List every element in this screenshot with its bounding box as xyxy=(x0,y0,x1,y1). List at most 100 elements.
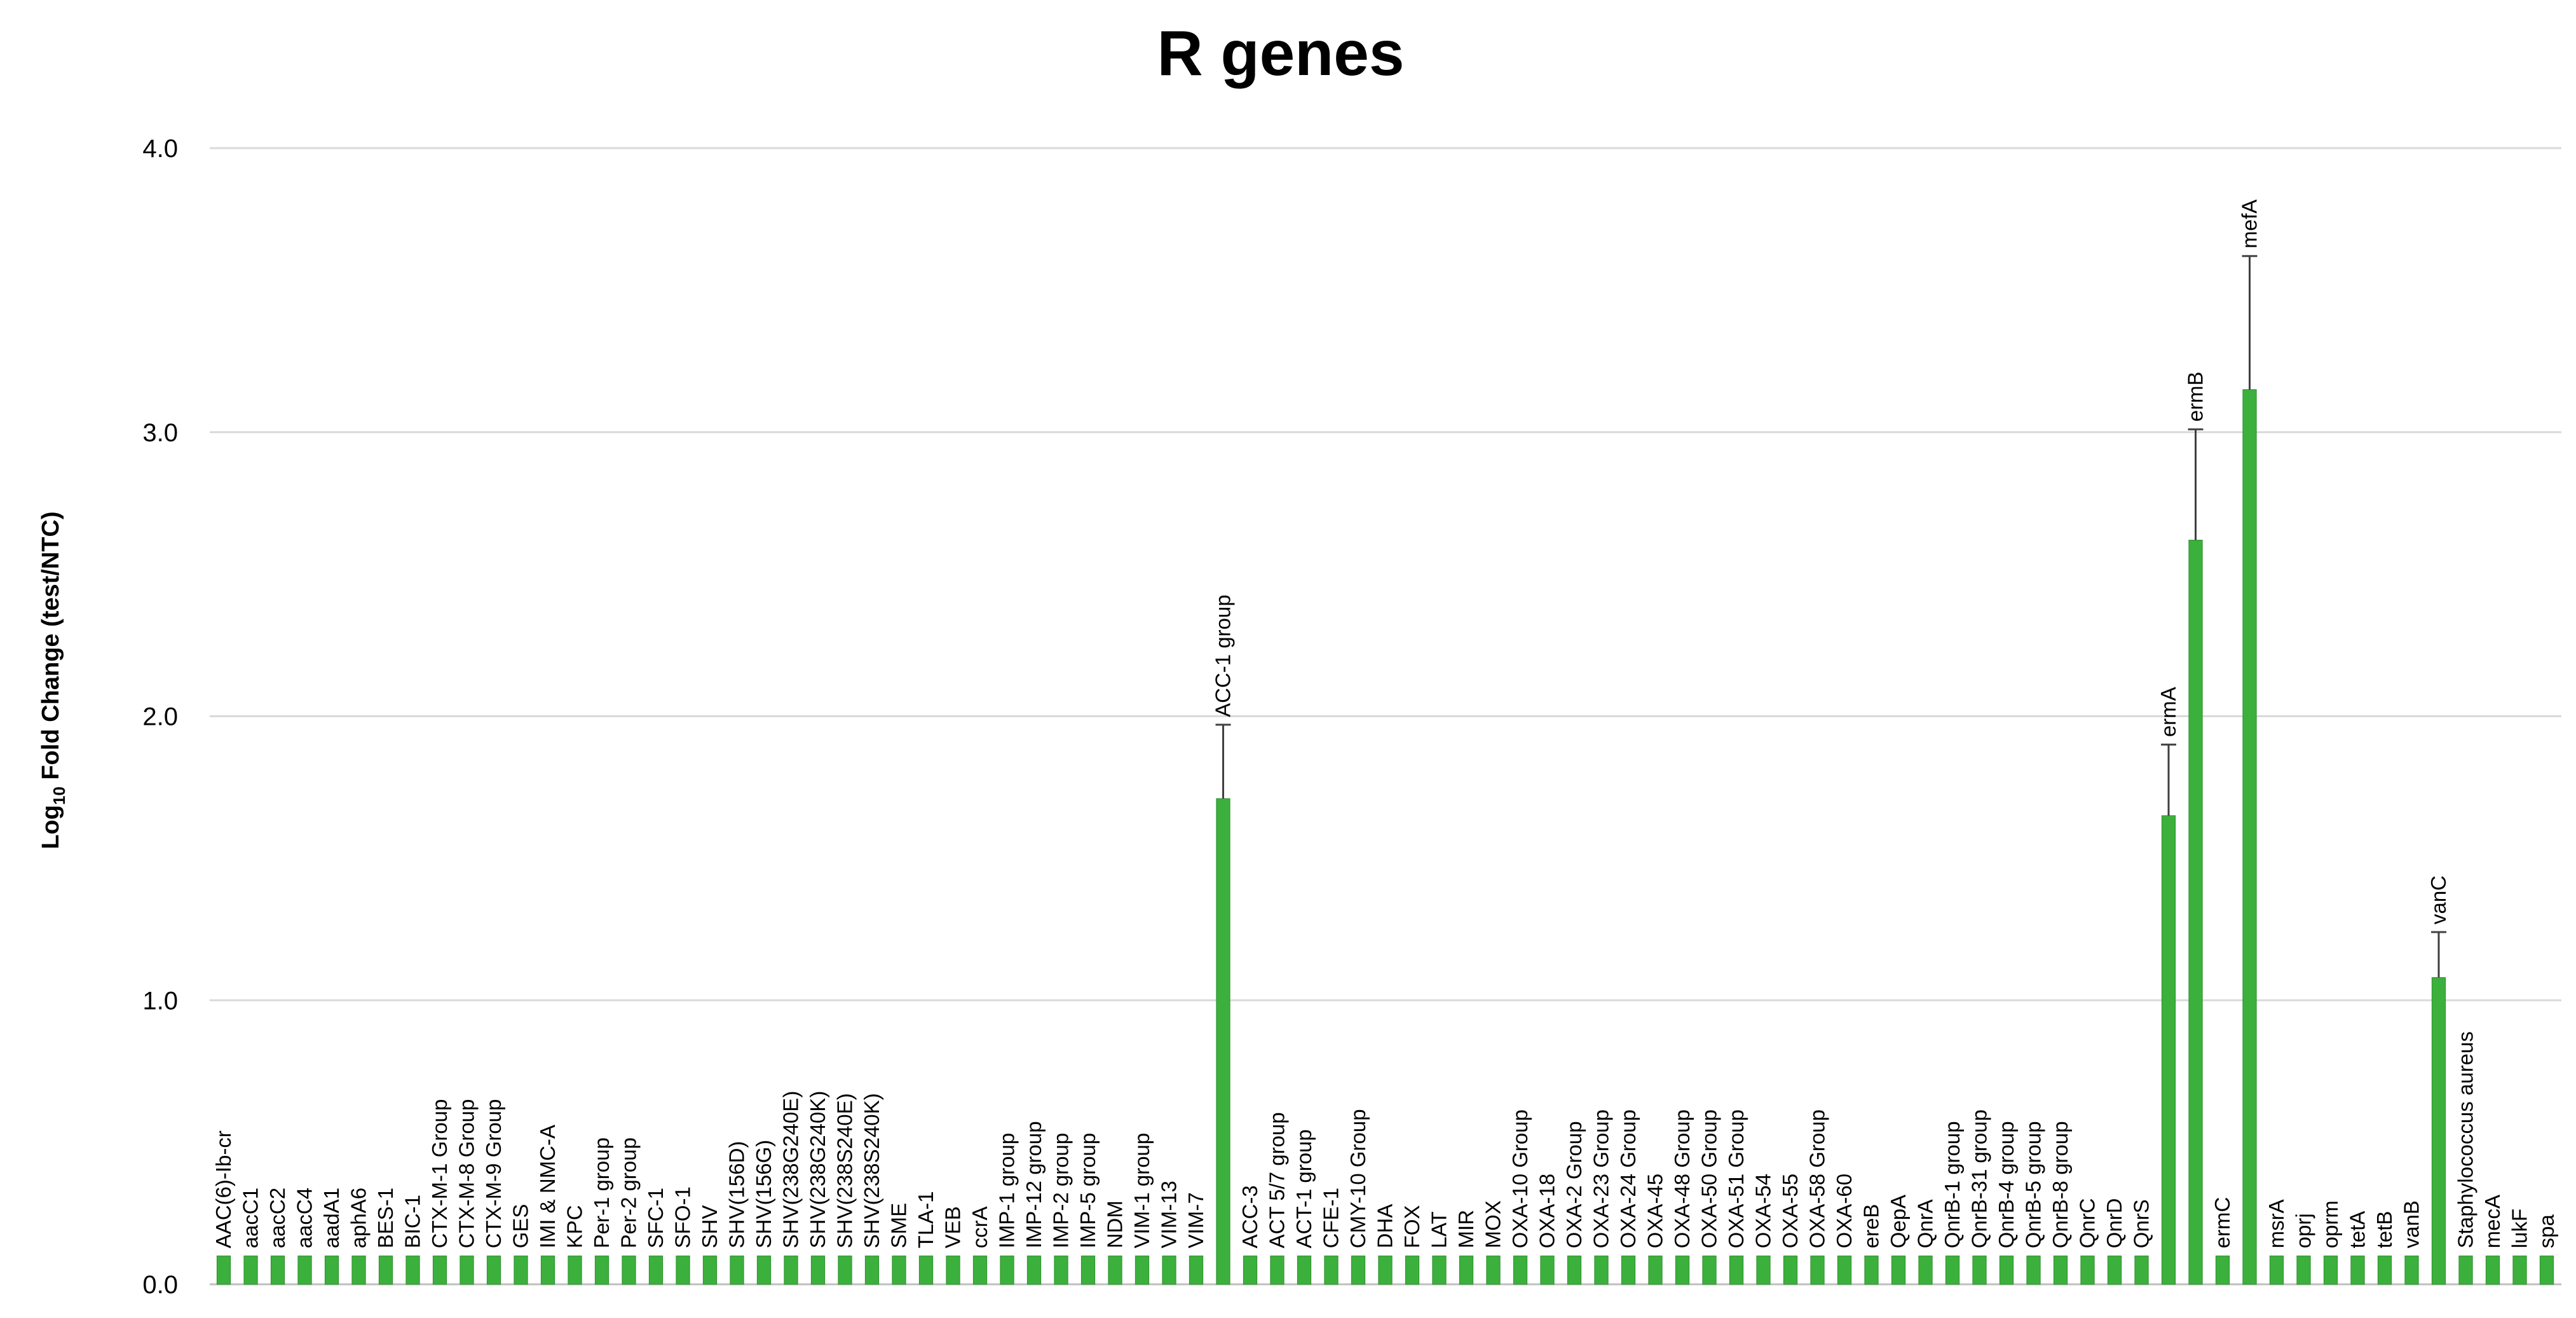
bar xyxy=(1026,1255,1042,1285)
category-label: VIM-13 xyxy=(1157,1181,1181,1248)
bar xyxy=(486,1255,501,1285)
category-label: ACT 5/7 group xyxy=(1265,1112,1289,1248)
category-label: CFE-1 xyxy=(1319,1188,1343,1248)
y-axis-label-subscript: 10 xyxy=(50,786,69,805)
category-label: QnrC xyxy=(2076,1198,2099,1248)
bar xyxy=(648,1255,664,1285)
category-label: ccrA xyxy=(968,1206,992,1248)
bar xyxy=(1648,1255,1663,1285)
y-axis-label-main: Log xyxy=(37,805,64,849)
category-label: vanC xyxy=(2427,875,2450,924)
bar xyxy=(594,1255,610,1285)
category-label: oprm xyxy=(2319,1200,2342,1248)
chart-title: R genes xyxy=(1157,18,1404,89)
category-label: SFC-1 xyxy=(644,1188,667,1248)
bar xyxy=(1216,798,1230,1285)
category-label: OXA-58 Group xyxy=(1806,1109,1829,1248)
category-label: BIC-1 xyxy=(401,1195,425,1248)
bar xyxy=(1756,1255,1771,1285)
category-label: VIM-1 group xyxy=(1130,1133,1154,1249)
bar xyxy=(1486,1255,1501,1285)
gene-labels: AAC(6)-Ib-cr aacC1 aacC2 aacC4 aadA1 aphA6 BES… xyxy=(212,200,2558,1249)
category-label: FOX xyxy=(1400,1205,1424,1248)
category-label: QnrB-8 group xyxy=(2048,1121,2072,1248)
bar xyxy=(2350,1255,2365,1285)
bar xyxy=(810,1255,826,1285)
bar xyxy=(1405,1255,1420,1285)
bar xyxy=(2080,1255,2095,1285)
category-label: OXA-45 xyxy=(1644,1174,1667,1248)
category-label: TLA-1 xyxy=(914,1191,937,1248)
bar xyxy=(622,1255,636,1285)
category-label: OXA-2 Group xyxy=(1562,1121,1586,1248)
bar xyxy=(1162,1255,1176,1285)
category-label: OXA-10 Group xyxy=(1508,1109,1532,1248)
y-axis-label-rest: Fold Change (test/NTC) xyxy=(37,511,64,786)
bar xyxy=(1810,1255,1825,1285)
category-label: ermA xyxy=(2157,687,2180,737)
bar xyxy=(2431,977,2446,1285)
bar xyxy=(892,1255,906,1285)
bar xyxy=(324,1255,339,1285)
bar xyxy=(838,1255,852,1285)
bar xyxy=(918,1255,934,1285)
category-label: Per-1 group xyxy=(590,1137,613,1248)
bar xyxy=(2539,1255,2554,1285)
category-label: MOX xyxy=(1482,1200,1505,1248)
bars xyxy=(216,255,2554,1285)
category-label: VIM-7 xyxy=(1184,1192,1208,1248)
bar xyxy=(1297,1255,1312,1285)
category-label: SFO-1 xyxy=(671,1186,695,1248)
category-label: ermB xyxy=(2184,371,2207,422)
bar xyxy=(216,1255,231,1285)
bar xyxy=(1054,1255,1068,1285)
category-label: CTX-M-8 Group xyxy=(455,1099,479,1249)
bar xyxy=(1459,1255,1474,1285)
category-label: spa xyxy=(2535,1214,2558,1248)
bar xyxy=(2053,1255,2068,1285)
bar xyxy=(2323,1255,2338,1285)
category-label: aadA1 xyxy=(320,1188,343,1248)
category-label: OXA-48 Group xyxy=(1670,1109,1694,1248)
category-label: lukF xyxy=(2508,1209,2532,1248)
category-label: ACT-1 group xyxy=(1292,1129,1316,1248)
category-label: tetA xyxy=(2346,1211,2369,1249)
bar xyxy=(1324,1255,1339,1285)
bar xyxy=(2404,1255,2419,1285)
bar xyxy=(2269,1255,2284,1285)
bar xyxy=(1513,1255,1528,1285)
bar xyxy=(2512,1255,2527,1285)
category-label: SHV(156G) xyxy=(752,1140,775,1249)
bar xyxy=(1270,1255,1285,1285)
y-tick-label: 2.0 xyxy=(142,703,178,731)
category-label: QnrA xyxy=(1914,1199,1937,1248)
y-tick-label: 4.0 xyxy=(142,135,178,163)
y-axis-label: Log10 Fold Change (test/NTC) xyxy=(37,511,69,849)
bar xyxy=(270,1255,285,1285)
bar xyxy=(1378,1255,1393,1285)
bar xyxy=(946,1255,960,1285)
category-label: ermC xyxy=(2211,1197,2234,1249)
category-label: msrA xyxy=(2265,1199,2288,1248)
gridlines xyxy=(210,147,2561,1286)
bar xyxy=(243,1255,258,1285)
category-label: MIR xyxy=(1454,1210,1478,1249)
category-label: SHV(238G240K) xyxy=(806,1091,829,1249)
category-label: QepA xyxy=(1886,1195,1910,1248)
category-label: ACC-3 xyxy=(1238,1185,1262,1248)
bar xyxy=(2215,1255,2230,1285)
category-label: oprj xyxy=(2292,1213,2315,1248)
category-label: aacC4 xyxy=(293,1188,317,1248)
category-label: IMP-1 group xyxy=(995,1133,1019,1249)
category-label: IMP-5 group xyxy=(1076,1133,1100,1249)
bar xyxy=(2458,1255,2473,1285)
bar xyxy=(2485,1255,2500,1285)
category-label: ereB xyxy=(1860,1204,1883,1249)
category-label: aacC2 xyxy=(266,1188,289,1248)
category-label: SHV(238S240K) xyxy=(860,1093,883,1248)
bar xyxy=(432,1255,447,1285)
bar xyxy=(1108,1255,1122,1285)
bar xyxy=(1999,1255,2014,1285)
category-label: QnrB-4 group xyxy=(1994,1121,2018,1248)
category-label: OXA-23 Group xyxy=(1590,1109,1613,1248)
